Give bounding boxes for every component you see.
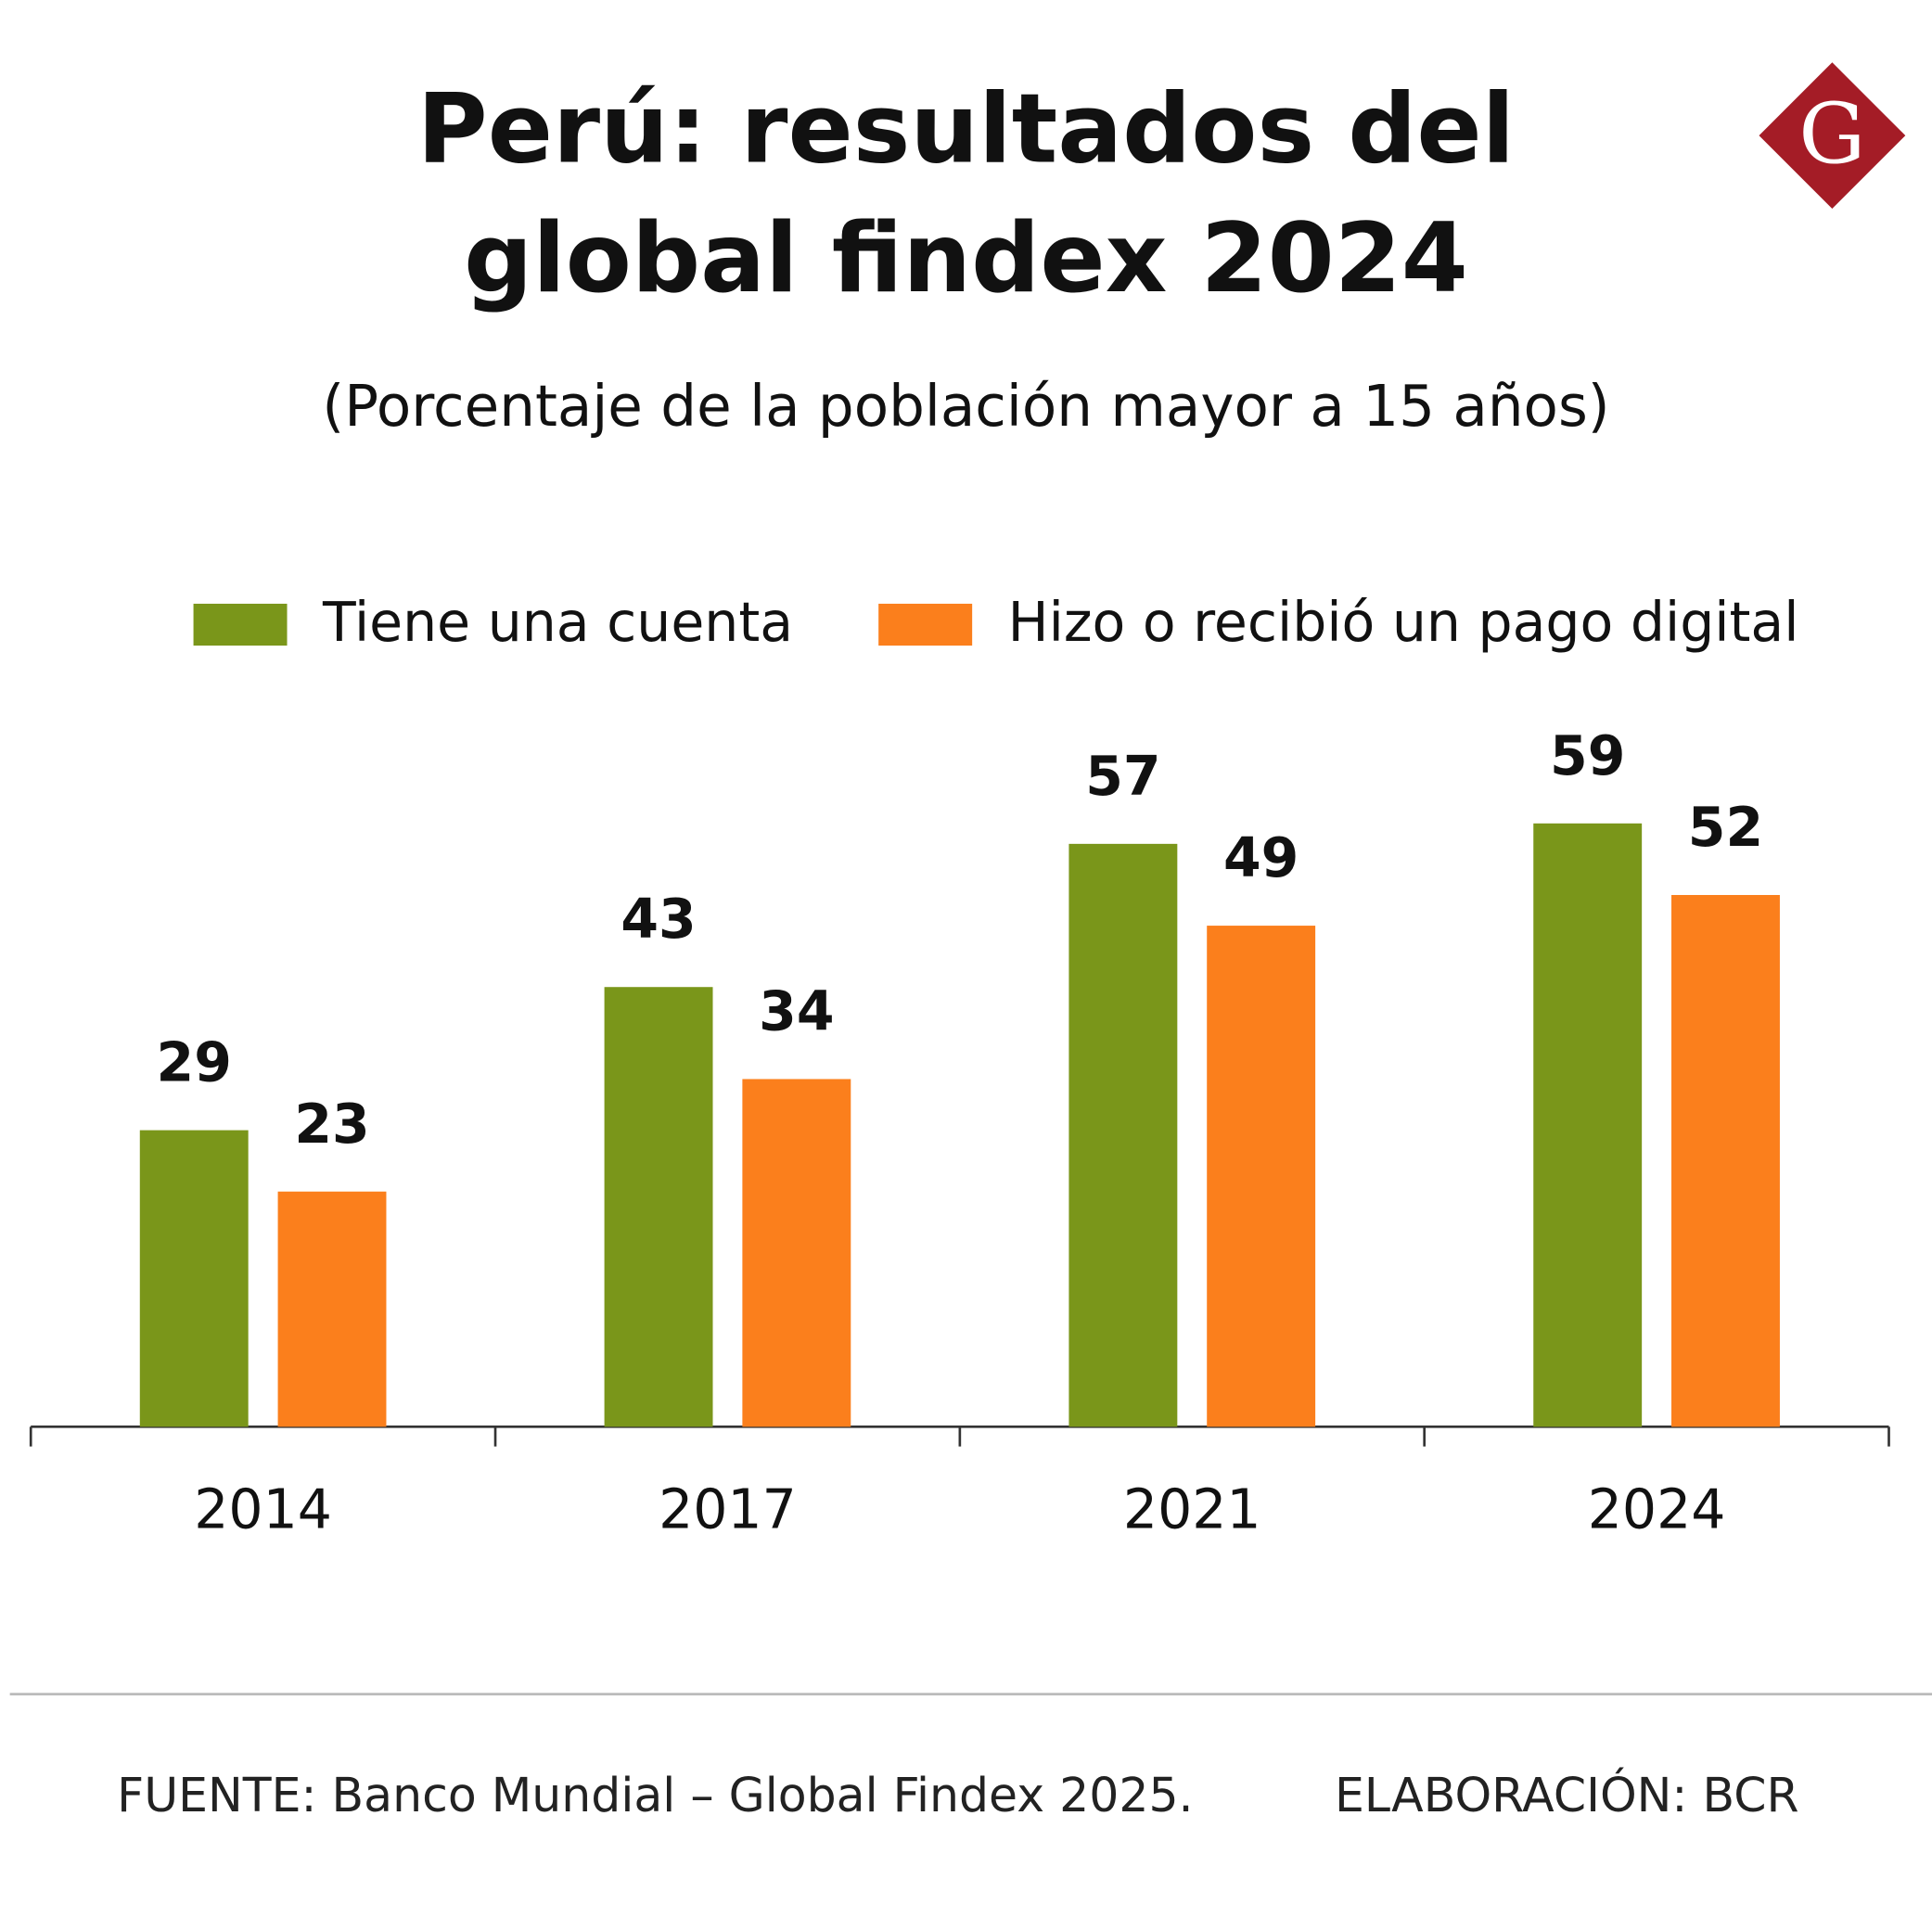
logo-letter: G <box>1798 85 1865 183</box>
logo: G <box>1759 62 1906 210</box>
bar <box>1671 894 1780 1427</box>
data-label: 29 <box>157 1031 232 1094</box>
bar <box>1068 843 1178 1427</box>
logo-diamond <box>1759 62 1906 210</box>
bar <box>604 987 713 1427</box>
credit: ELABORACIÓN: BCR <box>1335 1768 1799 1822</box>
data-label: 59 <box>1550 724 1625 787</box>
bar <box>277 1191 387 1427</box>
legend-swatch <box>878 603 973 646</box>
x-tick-label: 2021 <box>1123 1477 1261 1541</box>
x-tick-label: 2014 <box>194 1477 332 1541</box>
x-tick-label: 2017 <box>659 1477 797 1541</box>
chart-subtitle: (Porcentaje de la población mayor a 15 a… <box>322 374 1609 440</box>
data-label: 34 <box>759 979 834 1042</box>
data-label: 49 <box>1223 826 1299 889</box>
legend-swatch <box>193 603 288 646</box>
chart-title: global findex 2024 <box>464 203 1468 314</box>
data-label: 43 <box>621 888 696 951</box>
bar <box>742 1079 851 1427</box>
source: FUENTE: Banco Mundial – Global Findex 20… <box>117 1768 1193 1822</box>
x-tick-label: 2024 <box>1588 1477 1726 1541</box>
legend-label: Tiene una cuenta <box>322 591 793 654</box>
data-label: 57 <box>1085 745 1160 808</box>
chart-title: Perú: resultados del <box>417 73 1515 185</box>
bar <box>139 1130 249 1427</box>
bar <box>1207 926 1316 1427</box>
legend-label: Hizo o recibió un pago digital <box>1008 591 1799 654</box>
data-label: 23 <box>294 1093 369 1156</box>
data-label: 52 <box>1688 796 1763 859</box>
bar <box>1533 823 1643 1427</box>
